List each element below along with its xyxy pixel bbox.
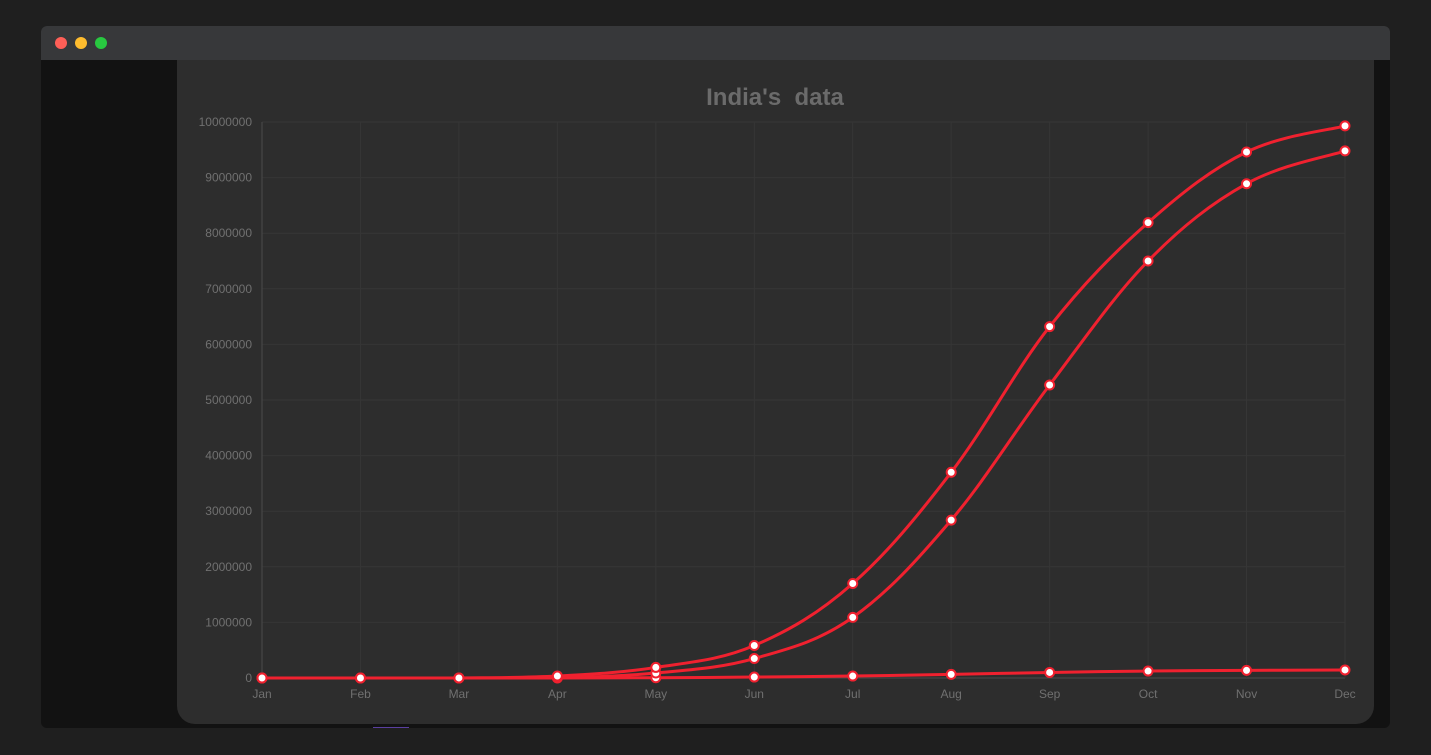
data-point: [847, 670, 859, 682]
x-tick-label: May: [644, 687, 667, 701]
x-tick-label: Sep: [1039, 687, 1061, 701]
data-point: [945, 514, 957, 526]
x-tick-label: Mar: [449, 687, 470, 701]
minimize-window-button[interactable]: [75, 37, 87, 49]
y-tick-label: 7000000: [205, 282, 252, 296]
data-point: [1142, 665, 1154, 677]
data-point: [1044, 379, 1056, 391]
data-point: [256, 672, 268, 684]
x-axis-ticks: Jan Feb Mar Apr May Jun Jul Aug Sep Oct Nov Dec: [252, 687, 1355, 701]
series-line: [260, 149, 1347, 680]
x-tick-label: Jan: [252, 687, 271, 701]
data-point: [1044, 321, 1056, 333]
data-point: [945, 466, 957, 478]
data-point: [650, 661, 662, 673]
data-point: [1339, 145, 1351, 157]
y-tick-label: 2000000: [205, 560, 252, 574]
data-point: [1241, 178, 1253, 190]
data-point: [1241, 146, 1253, 158]
grid-layer: [261, 121, 1346, 679]
y-tick-label: 0: [245, 671, 252, 685]
app-window: [41, 26, 1390, 728]
data-point: [1044, 666, 1056, 678]
data-point: [1142, 217, 1154, 229]
data-point: [551, 670, 563, 682]
data-point: [1339, 120, 1351, 132]
data-point: [748, 639, 760, 651]
data-point: [1339, 664, 1351, 676]
x-tick-label: Jul: [845, 687, 860, 701]
maximize-window-button[interactable]: [95, 37, 107, 49]
chart-title: India's data: [706, 84, 844, 111]
series-layer: [256, 120, 1351, 684]
y-tick-label: 6000000: [205, 337, 252, 351]
data-point: [847, 577, 859, 589]
data-point: [354, 672, 366, 684]
data-point: [748, 671, 760, 683]
x-tick-label: Dec: [1334, 687, 1355, 701]
window-titlebar: [41, 26, 1390, 60]
data-point: [453, 672, 465, 684]
data-point: [945, 668, 957, 680]
y-tick-label: 5000000: [205, 393, 252, 407]
x-tick-label: Feb: [350, 687, 371, 701]
y-axis-ticks: 0 1000000 2000000 3000000 4000000 5000000 6000…: [199, 115, 253, 685]
y-tick-label: 3000000: [205, 504, 252, 518]
y-tick-label: 1000000: [205, 615, 252, 629]
x-tick-label: Jun: [745, 687, 764, 701]
x-tick-label: Aug: [941, 687, 962, 701]
chart-card: [177, 60, 1374, 724]
data-point: [748, 653, 760, 665]
y-tick-label: 4000000: [205, 449, 252, 463]
y-tick-label: 8000000: [205, 226, 252, 240]
y-tick-label: 9000000: [205, 171, 252, 185]
x-tick-label: Apr: [548, 687, 567, 701]
data-point: [1142, 255, 1154, 267]
x-tick-label: Oct: [1139, 687, 1158, 701]
y-tick-label: 10000000: [199, 115, 253, 129]
x-tick-label: Nov: [1236, 687, 1257, 701]
series-line: [260, 124, 1347, 680]
accent-line: [373, 727, 409, 728]
data-point: [847, 611, 859, 623]
data-point: [1241, 664, 1253, 676]
close-window-button[interactable]: [55, 37, 67, 49]
